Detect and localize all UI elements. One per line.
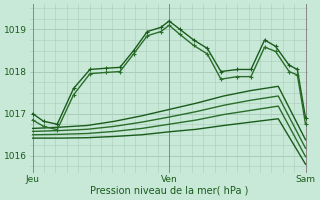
X-axis label: Pression niveau de la mer( hPa ): Pression niveau de la mer( hPa ) xyxy=(90,186,248,196)
